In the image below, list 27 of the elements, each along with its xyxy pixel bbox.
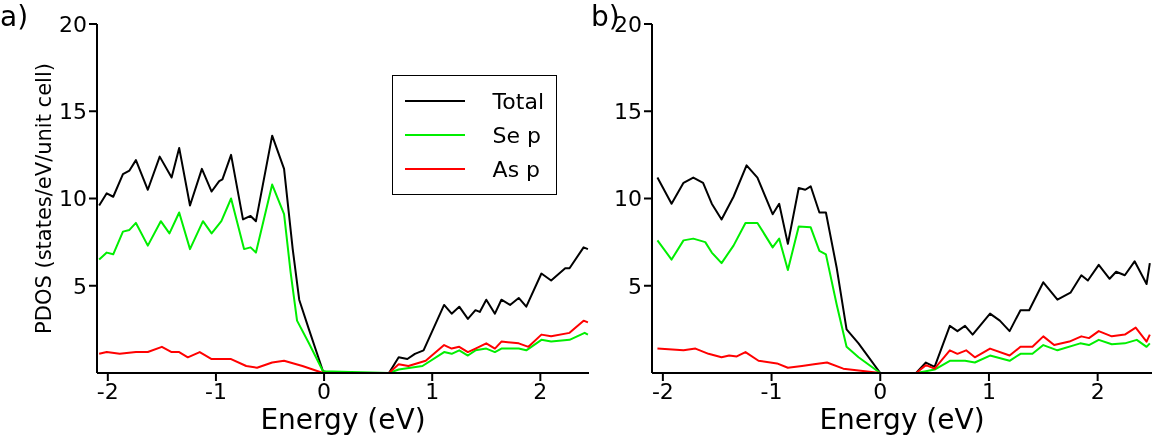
x-tick-label: 1 xyxy=(425,378,440,404)
y-tick-label: 5 xyxy=(73,273,87,299)
x-tick-label: 2 xyxy=(533,378,548,404)
x-tick-label: -1 xyxy=(204,378,227,404)
y-tick-label: 10 xyxy=(59,186,87,212)
legend-label: As p xyxy=(492,156,541,182)
x-axis-title: Energy (eV) xyxy=(819,403,985,436)
chart-title: a) xyxy=(0,0,29,33)
line-series xyxy=(656,326,1151,373)
y-tick-label: 10 xyxy=(614,186,642,212)
y-axis-title: PDOS (states/eV/unit cell) xyxy=(32,63,57,334)
x-tick-label: 0 xyxy=(317,378,332,404)
x-tick-label: 1 xyxy=(981,378,996,404)
x-tick-label: -1 xyxy=(760,378,783,404)
line-series xyxy=(656,221,1151,373)
y-tick-label: 15 xyxy=(614,99,642,125)
y-tick-label: 15 xyxy=(59,99,87,125)
legend-label: Se p xyxy=(492,122,542,148)
y-tick-label: 5 xyxy=(628,273,642,299)
x-tick-label: 2 xyxy=(1090,378,1105,404)
line-series xyxy=(656,164,1151,373)
x-tick-label: -2 xyxy=(96,378,119,404)
x-tick-label: -2 xyxy=(651,378,674,404)
x-axis-title: Energy (eV) xyxy=(260,403,426,436)
y-tick-label: 20 xyxy=(59,11,87,37)
x-tick-label: 0 xyxy=(873,378,888,404)
legend-label: Total xyxy=(492,88,544,114)
